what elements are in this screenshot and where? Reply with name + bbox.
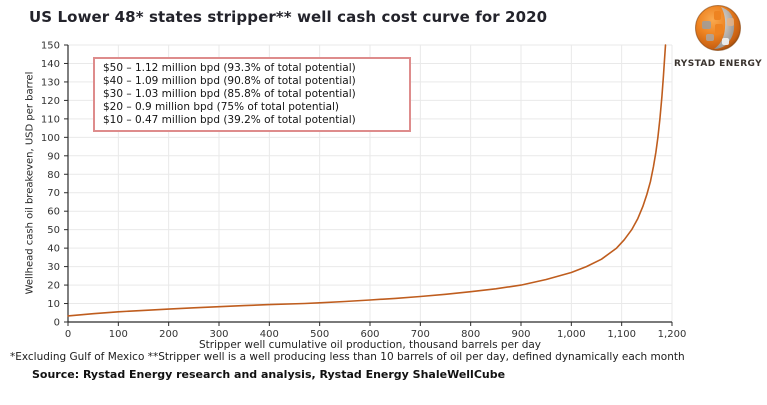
x-tick-label: 800	[461, 329, 480, 340]
y-tick-label: 100	[41, 133, 60, 144]
rystad-logo-text: RYSTAD ENERGY	[673, 59, 763, 69]
y-tick-label: 110	[41, 114, 60, 125]
annotation-line-30: $30 – 1.03 million bpd (85.8% of total p…	[103, 88, 356, 100]
x-tick-label: 1,100	[607, 329, 636, 340]
rystad-logo: RYSTAD ENERGY	[670, 4, 766, 69]
y-tick-label: 10	[47, 299, 60, 310]
rystad-globe-icon	[695, 4, 741, 52]
breakeven-annotation-box: $50 – 1.12 million bpd (93.3% of total p…	[93, 57, 411, 132]
x-tick-label: 0	[65, 329, 71, 340]
y-tick-label: 80	[47, 170, 60, 181]
x-tick-label: 400	[260, 329, 279, 340]
y-tick-label: 120	[41, 96, 60, 107]
y-axis-label: Wellhead cash oil breakeven, USD per bar…	[24, 71, 36, 295]
y-tick-label: 140	[41, 59, 60, 70]
x-tick-label: 300	[209, 329, 228, 340]
x-axis-label: Stripper well cumulative oil production,…	[198, 339, 542, 351]
y-tick-label: 150	[41, 41, 60, 52]
x-tick-label: 1,200	[658, 329, 687, 340]
y-tick-label: 130	[41, 77, 60, 88]
y-tick-label: 0	[54, 318, 60, 329]
page-title: US Lower 48* states stripper** well cash…	[29, 8, 548, 26]
cost-curve-chart: 0 10 20 30 40 50 60 70 80 90 100 110 120 130 140 150 0 10…	[41, 41, 687, 341]
x-tick-label: 200	[159, 329, 178, 340]
annotation-line-50: $50 – 1.12 million bpd (93.3% of total p…	[103, 62, 356, 74]
y-tick-label: 90	[47, 151, 60, 162]
annotation-line-40: $40 – 1.09 million bpd (90.8% of total p…	[103, 75, 356, 87]
x-tick-label: 900	[511, 329, 530, 340]
footnote-text: *Excluding Gulf of Mexico **Stripper wel…	[10, 351, 685, 363]
annotation-line-20: $20 – 0.9 million bpd (75% of total pote…	[103, 101, 340, 113]
y-tick-label: 70	[47, 188, 60, 199]
x-tick-label: 500	[310, 329, 329, 340]
annotation-line-10: $10 – 0.47 million bpd (39.2% of total p…	[103, 114, 356, 126]
source-text: Source: Rystad Energy research and analy…	[32, 368, 506, 381]
x-tick-label: 700	[411, 329, 430, 340]
x-tick-label: 600	[360, 329, 379, 340]
y-tick-label: 50	[47, 225, 60, 236]
cost-curve-line	[67, 44, 667, 317]
y-tick-label: 40	[47, 244, 60, 255]
y-tick-label: 30	[47, 262, 60, 273]
x-tick-label: 100	[109, 329, 128, 340]
x-tick-label: 1,000	[557, 329, 586, 340]
y-tick-label: 20	[47, 281, 60, 292]
y-tick-label: 60	[47, 207, 60, 218]
